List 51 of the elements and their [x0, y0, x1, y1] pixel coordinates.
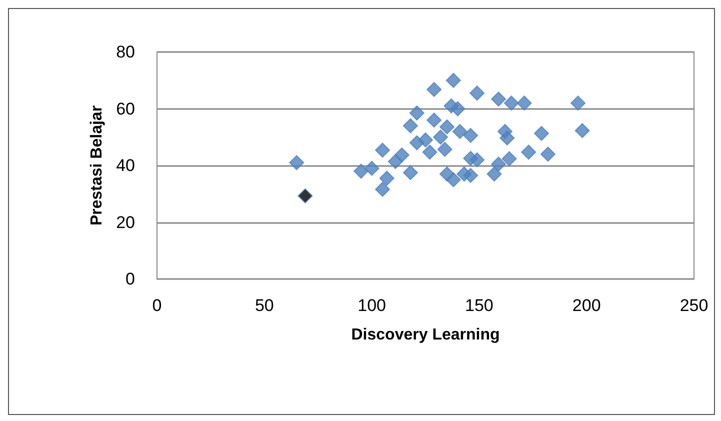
point [379, 170, 394, 186]
point [470, 86, 485, 101]
point [463, 128, 478, 143]
point [422, 144, 438, 160]
point [534, 126, 549, 141]
x-tick-label: 250 [680, 296, 708, 315]
point [486, 166, 502, 182]
point [516, 96, 532, 111]
point [418, 132, 433, 148]
y-tick-label: 80 [116, 42, 135, 62]
point [375, 142, 390, 158]
y-tick-label: 60 [116, 99, 135, 118]
x-tick-label: 200 [572, 296, 601, 315]
point [298, 188, 313, 204]
point [502, 151, 517, 166]
point [491, 156, 506, 172]
y-axis-title: Prestasi Belajar [88, 105, 106, 226]
x-tick-label: 50 [254, 296, 274, 315]
point [521, 144, 536, 160]
point [354, 164, 369, 179]
point [452, 124, 468, 139]
point [470, 152, 485, 168]
point [450, 101, 466, 116]
point [504, 96, 519, 111]
point [570, 96, 586, 111]
point [375, 182, 390, 197]
point [388, 154, 403, 170]
point [402, 118, 418, 134]
y-tick-label: 40 [116, 156, 135, 175]
point [409, 106, 424, 121]
point [402, 165, 418, 180]
point [446, 72, 461, 88]
point [540, 146, 556, 162]
x-tick-label: 0 [152, 296, 162, 315]
point [426, 82, 442, 97]
point [433, 130, 448, 145]
y-tick-label: 20 [116, 212, 135, 232]
x-tick-label: 150 [465, 296, 494, 315]
x-axis-title: Discovery Learning [351, 326, 500, 344]
point [500, 130, 515, 146]
point [439, 119, 454, 134]
point [364, 160, 380, 176]
x-tick-label: 100 [358, 296, 386, 315]
point [574, 123, 590, 138]
point [491, 92, 506, 107]
point [463, 168, 478, 183]
point [289, 155, 304, 170]
y-tick-label: 0 [126, 270, 135, 288]
point [437, 142, 452, 157]
point [426, 112, 442, 128]
point [446, 172, 461, 188]
